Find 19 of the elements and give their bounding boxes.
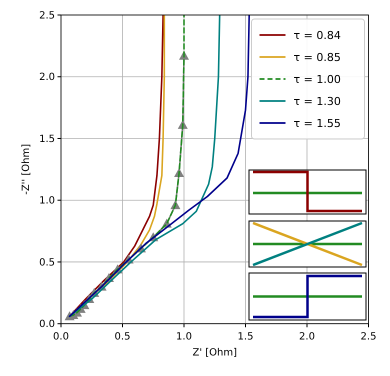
legend-label: τ = 1.00	[294, 73, 341, 86]
y-tick-label: 2.0	[39, 72, 55, 84]
y-tick-label: 2.5	[39, 10, 55, 22]
legend-label: τ = 1.30	[294, 95, 341, 108]
y-axis-title: -Z'' [Ohm]	[21, 144, 32, 195]
legend-label: τ = 0.84	[294, 29, 341, 42]
legend-label: τ = 0.85	[294, 51, 341, 64]
legend-label: τ = 1.55	[294, 117, 341, 130]
y-tick-label: 1.0	[39, 196, 55, 207]
y-tick-label: 1.5	[39, 134, 55, 145]
x-tick-label: 2.0	[299, 332, 315, 343]
y-tick-label: 0.5	[39, 257, 55, 268]
x-tick-label: 0.5	[114, 332, 130, 343]
x-axis-title: Z' [Ohm]	[192, 348, 238, 359]
x-tick-label: 1.0	[176, 332, 192, 343]
x-tick-label: 1.5	[238, 332, 254, 343]
x-tick-label: 2.5	[360, 332, 376, 343]
y-tick-label: 0.0	[39, 319, 55, 330]
x-tick-label: 0.0	[53, 332, 69, 343]
